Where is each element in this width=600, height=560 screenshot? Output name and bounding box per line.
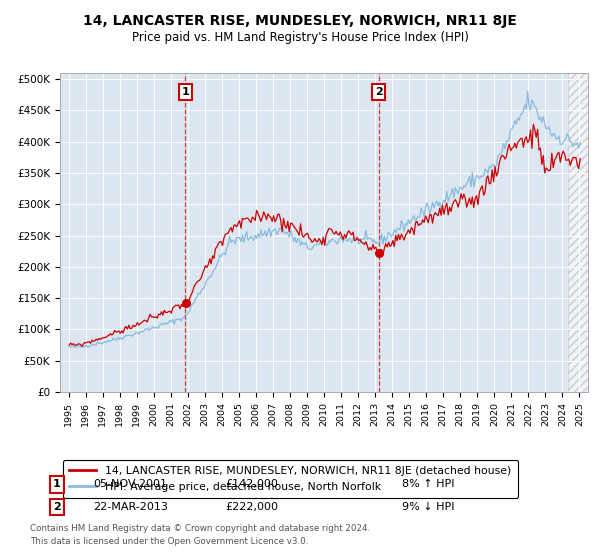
Bar — [568, 73, 590, 392]
Text: £222,000: £222,000 — [226, 502, 278, 512]
Text: 1: 1 — [53, 479, 61, 489]
Text: 9% ↓ HPI: 9% ↓ HPI — [402, 502, 455, 512]
Text: 22-MAR-2013: 22-MAR-2013 — [93, 502, 168, 512]
Legend: 14, LANCASTER RISE, MUNDESLEY, NORWICH, NR11 8JE (detached house), HPI: Average : 14, LANCASTER RISE, MUNDESLEY, NORWICH, … — [63, 460, 518, 498]
Text: 05-NOV-2001: 05-NOV-2001 — [93, 479, 167, 489]
Text: 14, LANCASTER RISE, MUNDESLEY, NORWICH, NR11 8JE: 14, LANCASTER RISE, MUNDESLEY, NORWICH, … — [83, 14, 517, 28]
Text: £142,000: £142,000 — [226, 479, 278, 489]
Text: 2: 2 — [375, 87, 383, 97]
Text: 1: 1 — [181, 87, 189, 97]
Text: Contains HM Land Registry data © Crown copyright and database right 2024.: Contains HM Land Registry data © Crown c… — [30, 524, 370, 533]
Text: 8% ↑ HPI: 8% ↑ HPI — [402, 479, 455, 489]
Text: 2: 2 — [53, 502, 61, 512]
Text: This data is licensed under the Open Government Licence v3.0.: This data is licensed under the Open Gov… — [30, 537, 308, 546]
Text: Price paid vs. HM Land Registry's House Price Index (HPI): Price paid vs. HM Land Registry's House … — [131, 31, 469, 44]
Bar — [568, 73, 590, 392]
